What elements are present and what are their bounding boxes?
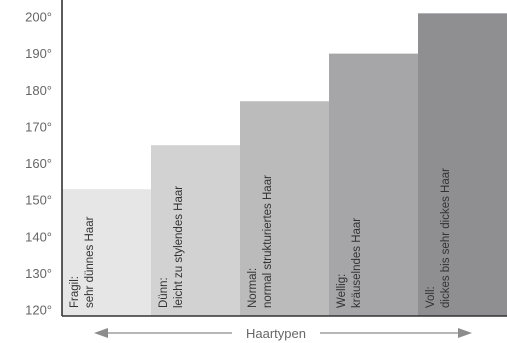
y-tick-label: 120° [25, 303, 52, 318]
y-tick-label: 140° [25, 229, 52, 244]
arrow-right-head [458, 328, 472, 338]
x-axis-label: Haartypen [246, 326, 306, 341]
bar [329, 53, 419, 316]
bar [62, 189, 152, 316]
bar-label-description: normal strukturiertes Haar [262, 175, 274, 308]
y-tick-label: 150° [25, 193, 52, 208]
bar-label-title: Voll: [425, 286, 437, 308]
bar-label-title: Dünn: [158, 277, 170, 308]
bar [151, 145, 241, 316]
bar-label-description: kräuselndes Haar [351, 218, 363, 308]
y-tick-label: 190° [25, 46, 52, 61]
bar-label-title: Wellig: [336, 274, 348, 308]
bar [240, 101, 330, 316]
bars-group [62, 13, 507, 317]
bar-label-description: leicht zu stylendes Haar [173, 186, 185, 308]
y-tick-label: 170° [25, 119, 52, 134]
bar-label-description: dickes bis sehr dickes Haar [440, 168, 452, 308]
y-axis-ticks: 200° 190° 180° 170° 160° 150° 140° 130° 120° [25, 10, 52, 318]
x-axis-caption: Haartypen [94, 326, 472, 341]
y-tick-label: 130° [25, 266, 52, 281]
y-tick-label: 160° [25, 156, 52, 171]
bar [418, 13, 507, 317]
bar-label-title: Fragil: [69, 276, 81, 308]
bar-labels-group: Fragil: sehr dünnes Haar Dünn: leicht zu st… [69, 168, 452, 308]
y-tick-label: 200° [25, 10, 52, 25]
arrow-left-head [94, 328, 108, 338]
bar-label-title: Normal: [247, 268, 259, 308]
bar-label-description: sehr dünnes Haar [84, 216, 96, 308]
y-tick-label: 180° [25, 83, 52, 98]
